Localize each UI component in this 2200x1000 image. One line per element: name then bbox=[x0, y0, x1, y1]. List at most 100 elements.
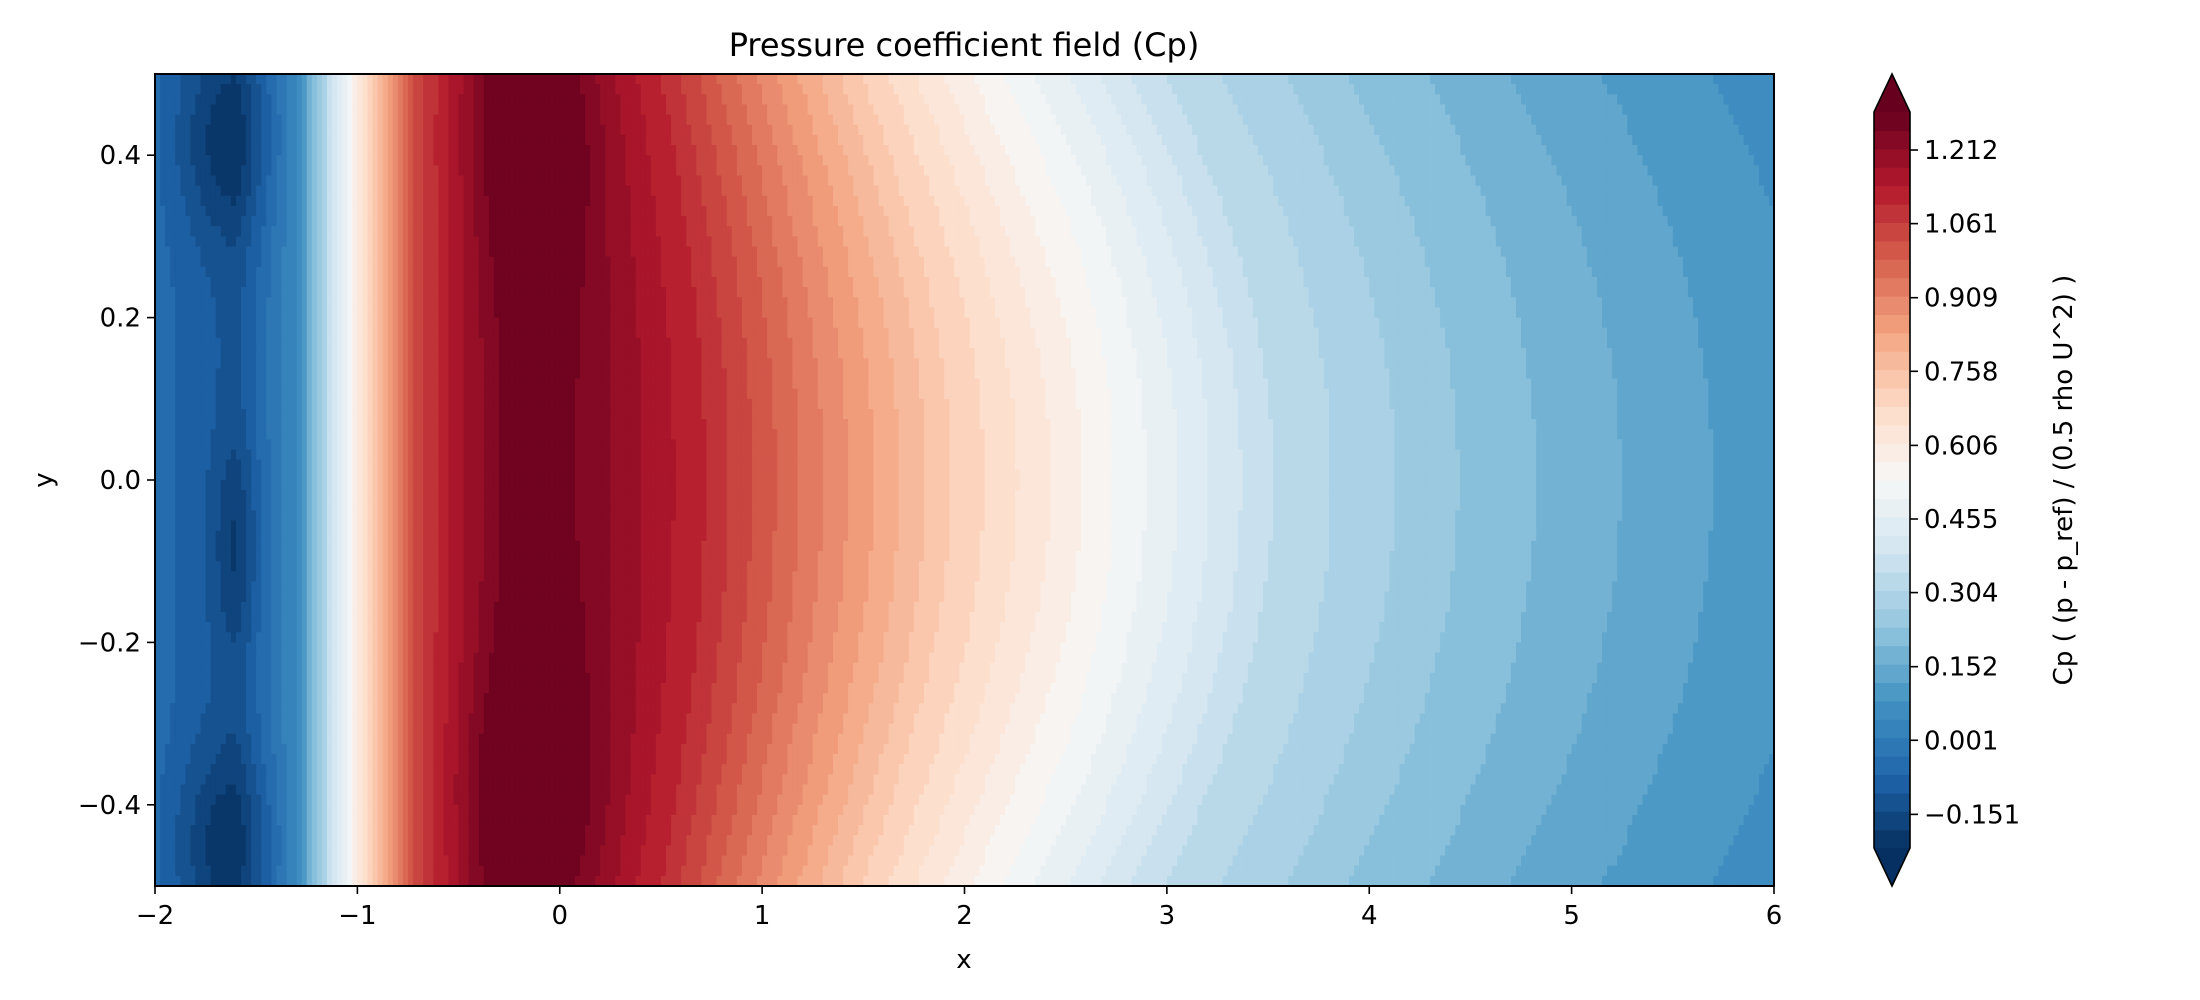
heatmap-cell bbox=[1622, 205, 1629, 217]
heatmap-cell bbox=[1075, 145, 1082, 156]
heatmap-cell bbox=[600, 104, 607, 116]
heatmap-cell bbox=[190, 195, 197, 207]
heatmap-cell bbox=[1642, 175, 1649, 187]
heatmap-cell bbox=[327, 185, 333, 197]
heatmap-cell bbox=[1601, 84, 1608, 96]
heatmap-cell bbox=[969, 145, 976, 156]
heatmap-cell bbox=[918, 124, 925, 136]
heatmap-cell bbox=[1733, 134, 1740, 146]
heatmap-cell bbox=[1151, 104, 1158, 116]
heatmap-cell bbox=[549, 104, 556, 116]
heatmap-cell bbox=[762, 114, 768, 126]
heatmap-cell bbox=[1349, 104, 1355, 116]
heatmap-cell bbox=[1232, 94, 1239, 106]
heatmap-cell bbox=[691, 185, 698, 197]
heatmap-cell bbox=[438, 155, 445, 167]
heatmap-cell bbox=[1070, 185, 1077, 197]
heatmap-cell bbox=[1141, 145, 1148, 156]
heatmap-cell bbox=[524, 104, 531, 116]
heatmap-cell bbox=[787, 195, 794, 207]
heatmap-cell bbox=[1126, 226, 1133, 238]
heatmap-cell bbox=[1414, 216, 1421, 228]
heatmap-cell bbox=[1333, 134, 1340, 146]
heatmap-cell bbox=[1586, 216, 1593, 228]
heatmap-cell bbox=[1445, 155, 1451, 167]
heatmap-cell bbox=[549, 124, 556, 136]
heatmap-cell bbox=[600, 94, 607, 106]
heatmap-cell bbox=[929, 195, 935, 207]
heatmap-cell bbox=[1607, 94, 1613, 106]
heatmap-cell bbox=[696, 74, 703, 85]
heatmap-cell bbox=[276, 134, 283, 146]
heatmap-cell bbox=[838, 145, 844, 156]
heatmap-cell bbox=[1627, 175, 1634, 187]
heatmap-cell bbox=[569, 155, 576, 167]
heatmap-cell bbox=[1369, 185, 1376, 197]
heatmap-cell bbox=[681, 124, 688, 136]
heatmap-cell bbox=[924, 165, 930, 177]
heatmap-cell bbox=[241, 74, 247, 85]
heatmap-cell bbox=[418, 195, 424, 207]
heatmap-cell bbox=[569, 94, 576, 106]
heatmap-cell bbox=[1763, 145, 1770, 156]
heatmap-cell bbox=[195, 185, 202, 197]
heatmap-cell bbox=[1040, 94, 1047, 106]
heatmap-cell bbox=[1455, 94, 1462, 106]
heatmap-cell bbox=[969, 205, 976, 217]
heatmap-cell bbox=[1677, 175, 1684, 187]
heatmap-cell bbox=[352, 124, 359, 136]
heatmap-cell bbox=[1647, 205, 1654, 217]
heatmap-cell bbox=[549, 185, 556, 197]
heatmap-cell bbox=[964, 145, 971, 156]
heatmap-cell bbox=[200, 205, 207, 217]
heatmap-cell bbox=[640, 74, 647, 85]
heatmap-cell bbox=[1510, 124, 1517, 136]
heatmap-cell bbox=[954, 104, 961, 116]
heatmap-cell bbox=[994, 104, 1001, 116]
heatmap-cell bbox=[736, 155, 743, 167]
heatmap-cell bbox=[1075, 195, 1082, 207]
heatmap-cell bbox=[1070, 165, 1077, 177]
heatmap-cell bbox=[711, 94, 718, 106]
heatmap-cell bbox=[999, 104, 1006, 116]
heatmap-cell bbox=[1359, 114, 1365, 126]
heatmap-cell bbox=[190, 84, 197, 96]
heatmap-cell bbox=[1536, 134, 1543, 146]
heatmap-cell bbox=[1541, 216, 1548, 228]
heatmap-cell bbox=[1369, 134, 1376, 146]
heatmap-cell bbox=[1596, 124, 1603, 136]
heatmap-cell bbox=[321, 114, 328, 126]
heatmap-cell bbox=[1252, 74, 1259, 85]
heatmap-cell bbox=[1146, 145, 1153, 156]
heatmap-cell bbox=[1687, 195, 1694, 207]
heatmap-cell bbox=[413, 114, 419, 126]
heatmap-cell bbox=[1085, 94, 1092, 106]
heatmap-cell bbox=[1713, 104, 1720, 116]
heatmap-cell bbox=[843, 145, 849, 156]
heatmap-cell bbox=[853, 216, 860, 228]
heatmap-cell bbox=[1531, 134, 1538, 146]
heatmap-cell bbox=[1101, 124, 1107, 136]
heatmap-cell bbox=[1657, 195, 1664, 207]
heatmap-cell bbox=[1566, 94, 1573, 106]
heatmap-cell bbox=[1217, 175, 1224, 187]
heatmap-cell bbox=[1490, 155, 1497, 167]
heatmap-cell bbox=[660, 155, 667, 167]
heatmap-cell bbox=[549, 195, 556, 207]
heatmap-cell bbox=[934, 114, 940, 126]
heatmap-cell bbox=[903, 155, 910, 167]
heatmap-cell bbox=[1667, 175, 1674, 187]
heatmap-cell bbox=[1637, 134, 1644, 146]
heatmap-cell bbox=[802, 74, 809, 85]
heatmap-cell bbox=[453, 195, 460, 207]
heatmap-cell bbox=[1531, 114, 1538, 126]
heatmap-cell bbox=[1232, 134, 1239, 146]
heatmap-cell bbox=[1328, 195, 1335, 207]
heatmap-cell bbox=[1020, 205, 1027, 217]
heatmap-cell bbox=[1278, 175, 1285, 187]
heatmap-cell bbox=[392, 155, 399, 167]
heatmap-cell bbox=[1293, 124, 1300, 136]
heatmap-cell bbox=[1197, 84, 1204, 96]
heatmap-cell bbox=[190, 145, 197, 156]
heatmap-cell bbox=[413, 175, 419, 187]
